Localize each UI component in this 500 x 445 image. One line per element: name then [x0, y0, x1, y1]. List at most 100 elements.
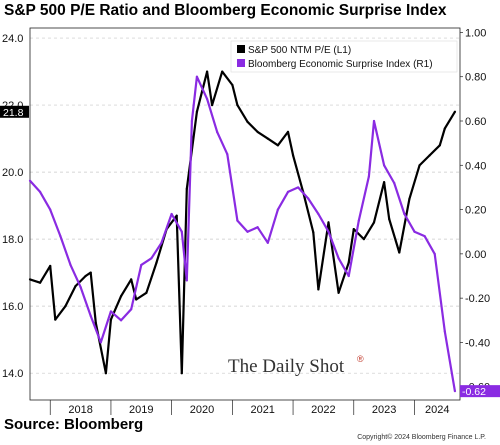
last-value-right: -0.62: [460, 385, 500, 398]
data-point: [160, 241, 163, 244]
legend-swatch-surprise: [237, 59, 245, 67]
data-point: [39, 190, 42, 193]
plot-frame: [29, 27, 461, 401]
data-point: [54, 318, 57, 321]
data-point: [297, 186, 300, 189]
right-tick-label: 0.40: [465, 160, 486, 172]
data-point: [337, 257, 340, 260]
data-point: [74, 284, 77, 288]
data-point: [155, 261, 158, 264]
legend: S&P 500 NTM P/E (L1) Bloomberg Economic …: [230, 40, 458, 73]
data-point: [109, 318, 113, 321]
data-point: [408, 197, 411, 201]
data-point: [428, 154, 431, 157]
data-point: [266, 241, 269, 244]
data-point: [195, 75, 199, 78]
data-point: [140, 263, 143, 267]
right-tick-label: -0.20: [465, 293, 490, 305]
data-point: [317, 288, 320, 291]
data-point: [119, 319, 123, 322]
legend-label-surprise: Bloomberg Economic Surprise Index (R1): [248, 59, 433, 70]
data-point: [372, 221, 376, 224]
data-point: [443, 330, 446, 333]
data-point: [286, 130, 290, 133]
data-point: [276, 144, 279, 147]
data-point: [145, 291, 148, 294]
data-point: [388, 217, 391, 221]
data-point: [246, 230, 249, 233]
data-point: [69, 263, 72, 267]
right-tick-label: 1.00: [465, 27, 486, 39]
left-tick-label: 14.0: [2, 368, 23, 380]
left-tick-label: 24.0: [2, 33, 23, 45]
last-value-left: 21.8: [0, 105, 29, 119]
data-point: [453, 390, 457, 393]
data-point: [28, 179, 32, 182]
data-point: [216, 130, 219, 134]
data-point: [180, 230, 183, 233]
data-point: [49, 264, 52, 268]
right-tick-label: -0.40: [465, 337, 490, 349]
data-point: [347, 274, 350, 278]
data-point: [205, 97, 209, 100]
x-tick-label: 2019: [129, 404, 153, 416]
data-point: [49, 208, 52, 211]
data-point: [291, 154, 295, 157]
data-point: [307, 197, 310, 200]
chart-title: S&P 500 P/E Ratio and Bloomberg Economic…: [4, 2, 447, 19]
data-point: [398, 251, 401, 254]
data-point: [94, 321, 97, 325]
last-value-left-label: 21.8: [3, 107, 24, 119]
x-tick-label: 2024: [425, 404, 449, 416]
data-point: [59, 235, 62, 238]
data-point: [119, 295, 123, 298]
data-point: [266, 137, 269, 140]
x-tick-label: 2020: [190, 404, 214, 416]
left-axis: 14.016.018.020.022.024.0: [2, 33, 23, 380]
data-point: [28, 278, 32, 281]
data-point: [246, 120, 249, 123]
legend-box: [230, 40, 458, 73]
x-tick-label: 2018: [68, 404, 92, 416]
left-tick-label: 16.0: [2, 301, 23, 313]
data-point: [99, 341, 102, 344]
data-point: [337, 291, 340, 294]
data-point: [64, 305, 67, 308]
data-point: [104, 372, 107, 375]
data-point: [89, 271, 92, 274]
data-point: [453, 110, 457, 113]
data-point: [413, 230, 416, 233]
data-point: [190, 119, 193, 123]
data-point: [443, 127, 446, 130]
copyright-note: Copyright© 2024 Bloomberg Finance L.P.: [357, 434, 486, 441]
data-point: [135, 298, 138, 301]
watermark: The Daily Shot ®: [228, 354, 364, 377]
series-line-pe: [29, 70, 456, 375]
data-point: [362, 238, 365, 241]
data-point: [79, 285, 82, 289]
data-point: [89, 314, 92, 317]
data-point: [393, 181, 396, 185]
data-point: [170, 212, 173, 216]
data-point: [130, 308, 133, 311]
data-point: [423, 235, 426, 238]
left-tick-label: 18.0: [2, 234, 23, 246]
legend-swatch-pe: [237, 45, 245, 53]
x-axis: 2018 2019 2020 2021 2022 2023 2024: [49, 400, 449, 416]
left-tick-label: 20.0: [2, 167, 23, 179]
x-tick-label: 2022: [311, 404, 335, 416]
data-point: [312, 231, 315, 234]
x-tick-label: 2021: [250, 404, 274, 416]
data-point: [205, 70, 209, 73]
data-point: [383, 164, 386, 167]
data-point: [327, 230, 330, 233]
x-tick-label: 2023: [372, 404, 396, 416]
data-point: [276, 208, 279, 211]
data-point: [236, 103, 239, 107]
data-point: [286, 190, 290, 193]
legend-label-pe: S&P 500 NTM P/E (L1): [248, 45, 351, 56]
data-point: [236, 219, 239, 222]
data-point: [150, 257, 153, 260]
watermark-text: The Daily Shot: [228, 356, 345, 377]
